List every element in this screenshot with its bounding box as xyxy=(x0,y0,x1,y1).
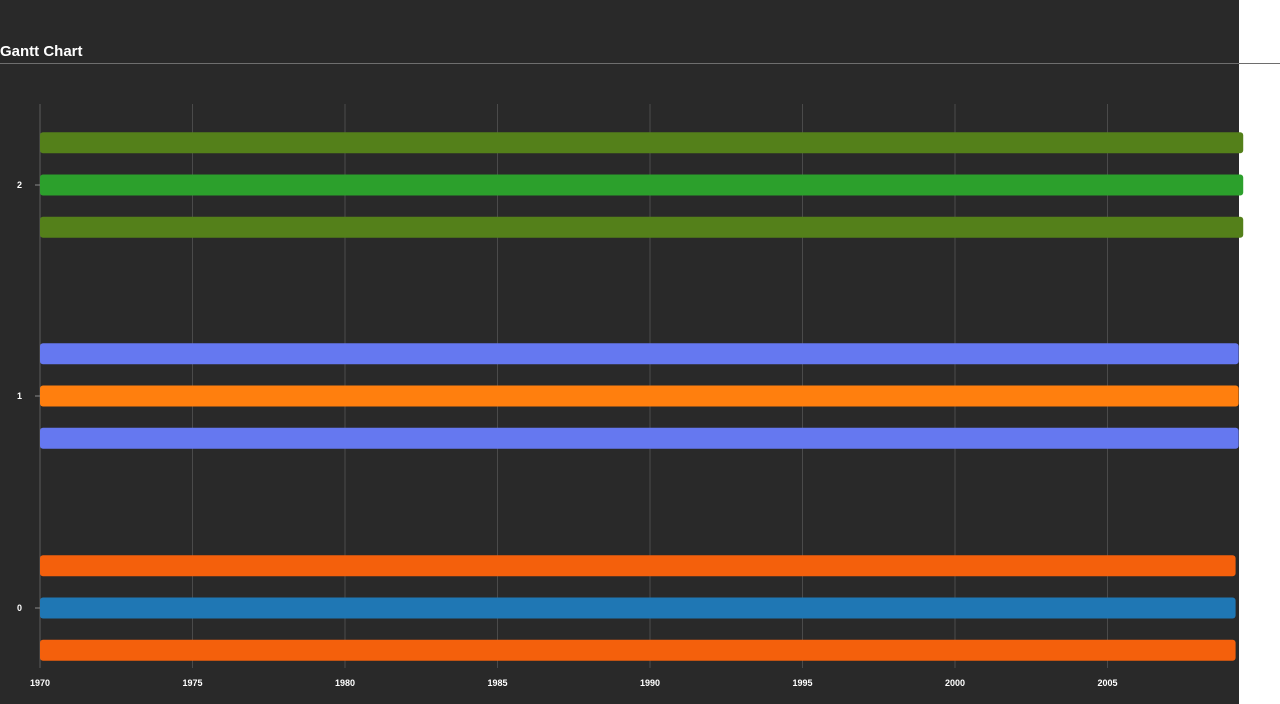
task-bar-row1-3[interactable] xyxy=(40,427,1239,449)
x-tick-label-1985: 1985 xyxy=(487,678,507,688)
task-bar-row2-7[interactable] xyxy=(40,174,1244,196)
x-tick-label-1995: 1995 xyxy=(792,678,812,688)
task-bar-row1-4[interactable] xyxy=(40,385,1239,407)
axes xyxy=(35,104,41,668)
y-tick-label-2: 2 xyxy=(17,180,22,190)
y-tick-label-1: 1 xyxy=(17,391,22,401)
y-tick-label-0: 0 xyxy=(17,603,22,613)
task-bar-row0-0[interactable] xyxy=(40,639,1236,661)
x-tick-label-1975: 1975 xyxy=(182,678,202,688)
task-bar-row1-5[interactable] xyxy=(40,343,1239,365)
x-tick-label-2000: 2000 xyxy=(945,678,965,688)
task-bars xyxy=(40,132,1244,661)
x-tick-label-2005: 2005 xyxy=(1097,678,1117,688)
task-bar-row2-8[interactable] xyxy=(40,132,1244,154)
x-tick-label-1980: 1980 xyxy=(335,678,355,688)
task-bar-row0-2[interactable] xyxy=(40,555,1236,577)
x-tick-label-1970: 1970 xyxy=(30,678,50,688)
x-tick-labels: 1970 1975 1980 1985 1990 1995 2000 2005 xyxy=(30,678,1118,688)
task-bar-row0-1[interactable] xyxy=(40,597,1236,619)
y-tick-labels: 0 1 2 xyxy=(17,180,22,613)
task-bar-row2-6[interactable] xyxy=(40,216,1244,238)
header-divider xyxy=(0,63,1280,64)
x-tick-label-1990: 1990 xyxy=(640,678,660,688)
chart-title: Gantt Chart xyxy=(0,43,83,60)
